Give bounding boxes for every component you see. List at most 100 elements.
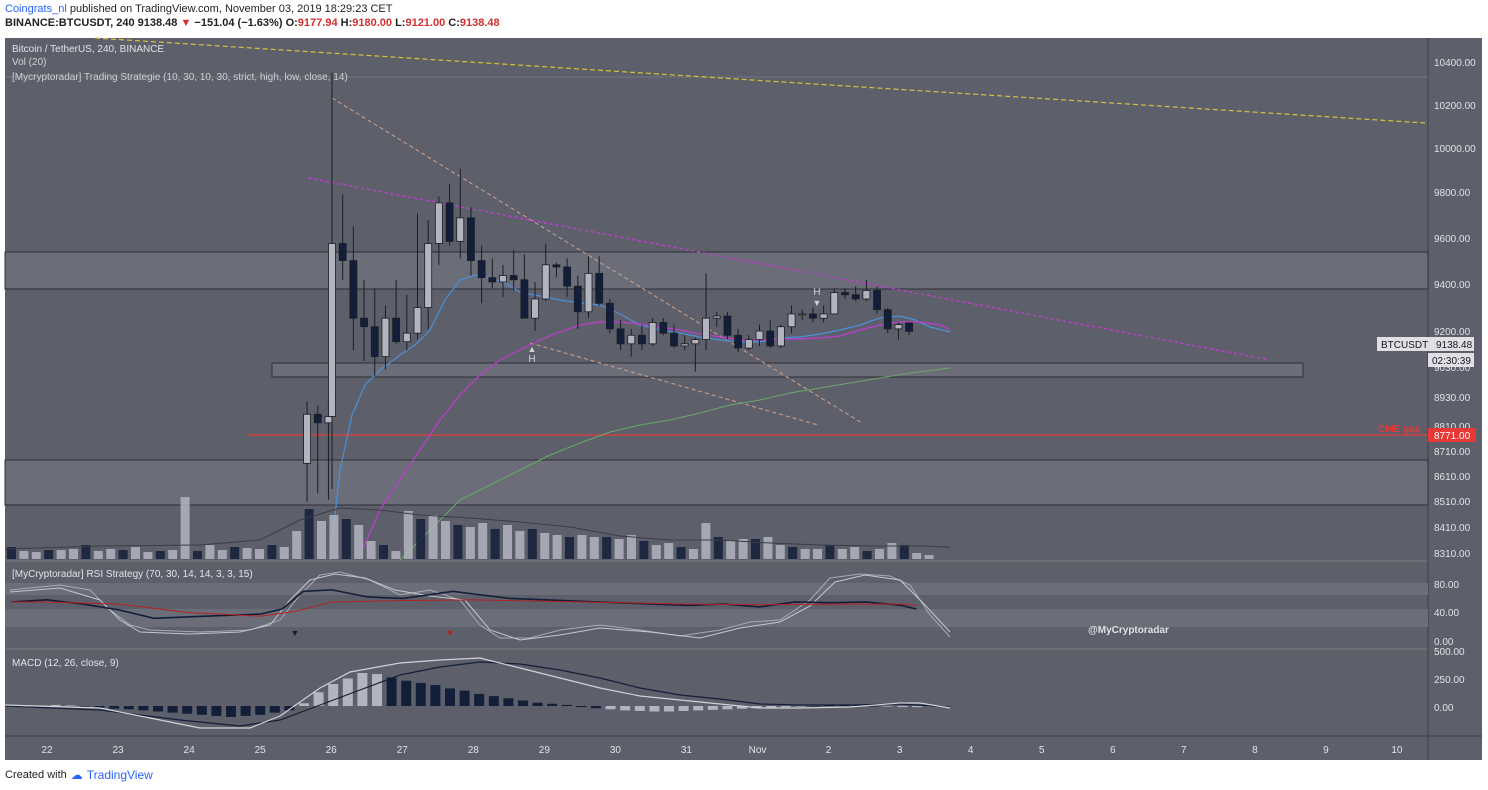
time-tick-label: 4 xyxy=(968,745,974,756)
macd-bar xyxy=(226,706,236,717)
macd-pane[interactable] xyxy=(5,650,1428,736)
macd-tick-500: 500.00 xyxy=(1434,647,1465,658)
price-tick-label: 8930.00 xyxy=(1434,393,1471,404)
macd-bar xyxy=(167,706,178,713)
rsi-title: [MyCryptoradar] RSI Strategy (70, 30, 14… xyxy=(12,569,253,580)
macd-bar xyxy=(737,706,747,709)
volume-bar xyxy=(31,552,41,559)
countdown-box xyxy=(1428,353,1474,367)
volume-bar xyxy=(205,545,215,559)
created-with-text: Created with xyxy=(5,769,67,781)
volume-bar xyxy=(267,545,277,559)
time-tick-label: 2 xyxy=(826,745,832,756)
volume-indicator-label: Vol (20) xyxy=(12,57,46,68)
macd-signal-line xyxy=(4,657,951,729)
candle xyxy=(670,324,678,349)
volume-bar xyxy=(813,549,822,559)
macd-bar xyxy=(109,706,120,709)
close-label: C: xyxy=(448,17,460,29)
volume-bar xyxy=(837,549,847,559)
price-tick-label: 8410.00 xyxy=(1434,523,1471,534)
volume-bar xyxy=(726,541,736,559)
last-price-box xyxy=(1377,337,1474,351)
macd-bar xyxy=(50,704,61,706)
macd-bar xyxy=(693,706,704,711)
volume-bar xyxy=(912,553,922,559)
macd-bar xyxy=(532,702,543,706)
volume-ma-line xyxy=(4,507,951,550)
candle xyxy=(766,320,775,349)
volume-bar xyxy=(503,525,512,559)
low-label: L: xyxy=(395,17,406,29)
volume-bar xyxy=(738,539,748,559)
volume-bar xyxy=(379,545,388,559)
candle xyxy=(744,335,753,351)
rsi-overbought-band xyxy=(5,583,1428,595)
candlesticks xyxy=(303,72,914,502)
volume-bar xyxy=(676,547,686,559)
candle xyxy=(830,288,839,315)
candle xyxy=(563,258,572,297)
candle xyxy=(573,275,582,329)
volume-bar xyxy=(304,509,314,559)
volume-bar xyxy=(180,497,190,559)
macd-bar xyxy=(576,706,587,708)
long-trendline[interactable] xyxy=(94,37,1426,124)
time-tick-label: 8 xyxy=(1252,745,1258,756)
rsi-tick-40: 40.00 xyxy=(1434,608,1459,619)
macd-histogram xyxy=(7,673,937,717)
candle xyxy=(381,305,390,370)
time-axis[interactable] xyxy=(5,736,1482,760)
volume-bar xyxy=(81,545,91,559)
wedge-upper-line[interactable] xyxy=(331,97,863,424)
macd-bar xyxy=(94,706,105,708)
macd-bar xyxy=(415,682,426,706)
author-link[interactable]: Coingrats_nl xyxy=(5,3,67,15)
time-tick-label: 9 xyxy=(1323,745,1329,756)
descending-resistance[interactable] xyxy=(307,177,1271,361)
macd-bar xyxy=(649,706,660,712)
time-tick-label: 22 xyxy=(41,745,53,756)
macd-bar xyxy=(547,703,558,706)
macd-bar xyxy=(240,706,251,716)
volume-bar xyxy=(416,519,426,559)
macd-bar xyxy=(897,706,908,708)
wedge-lower-line[interactable] xyxy=(529,342,819,426)
macd-bar xyxy=(255,706,266,715)
rsi-stoch-line-1 xyxy=(9,571,951,639)
ma-green-line xyxy=(399,367,951,561)
price-tick-label: 10400.00 xyxy=(1434,58,1476,69)
h-marker-down-icon: ▼ xyxy=(813,298,822,308)
candle xyxy=(809,307,817,323)
volume-bar xyxy=(577,535,587,559)
time-tick-label: 5 xyxy=(1039,745,1045,756)
volume-bar xyxy=(168,550,178,559)
candle xyxy=(755,324,764,346)
macd-bar xyxy=(795,706,806,707)
candle xyxy=(488,258,497,289)
time-tick-label: 24 xyxy=(184,745,196,756)
tradingview-brand-link[interactable]: TradingView xyxy=(86,768,153,782)
macd-bar xyxy=(518,700,528,706)
tradingview-logo-icon[interactable]: ☁ xyxy=(70,768,83,782)
time-tick-labels: 22 23 24 25 26 27 28 29 30 31 Nov 2 3 4 5 6 7 8 9 10 xyxy=(41,745,1403,756)
macd-bar xyxy=(328,684,339,706)
macd-bar xyxy=(474,693,485,706)
price-axis[interactable] xyxy=(1428,38,1482,736)
candle xyxy=(798,309,807,321)
candle xyxy=(360,279,368,361)
candle xyxy=(691,337,700,372)
macd-bar xyxy=(123,706,134,710)
macd-bar xyxy=(430,685,441,706)
volume-bar xyxy=(255,549,264,559)
volume-bar xyxy=(825,545,835,559)
candle xyxy=(627,328,636,357)
volume-bar xyxy=(565,537,574,559)
volume-bar xyxy=(527,529,537,559)
volume-bar xyxy=(118,550,128,559)
strategy-indicator-label: [Mycryptoradar] Trading Strategie (10, 3… xyxy=(12,72,348,83)
macd-bar xyxy=(342,678,353,706)
time-tick-label: 25 xyxy=(255,745,267,756)
countdown-timer: 02:30:39 xyxy=(1432,356,1471,367)
